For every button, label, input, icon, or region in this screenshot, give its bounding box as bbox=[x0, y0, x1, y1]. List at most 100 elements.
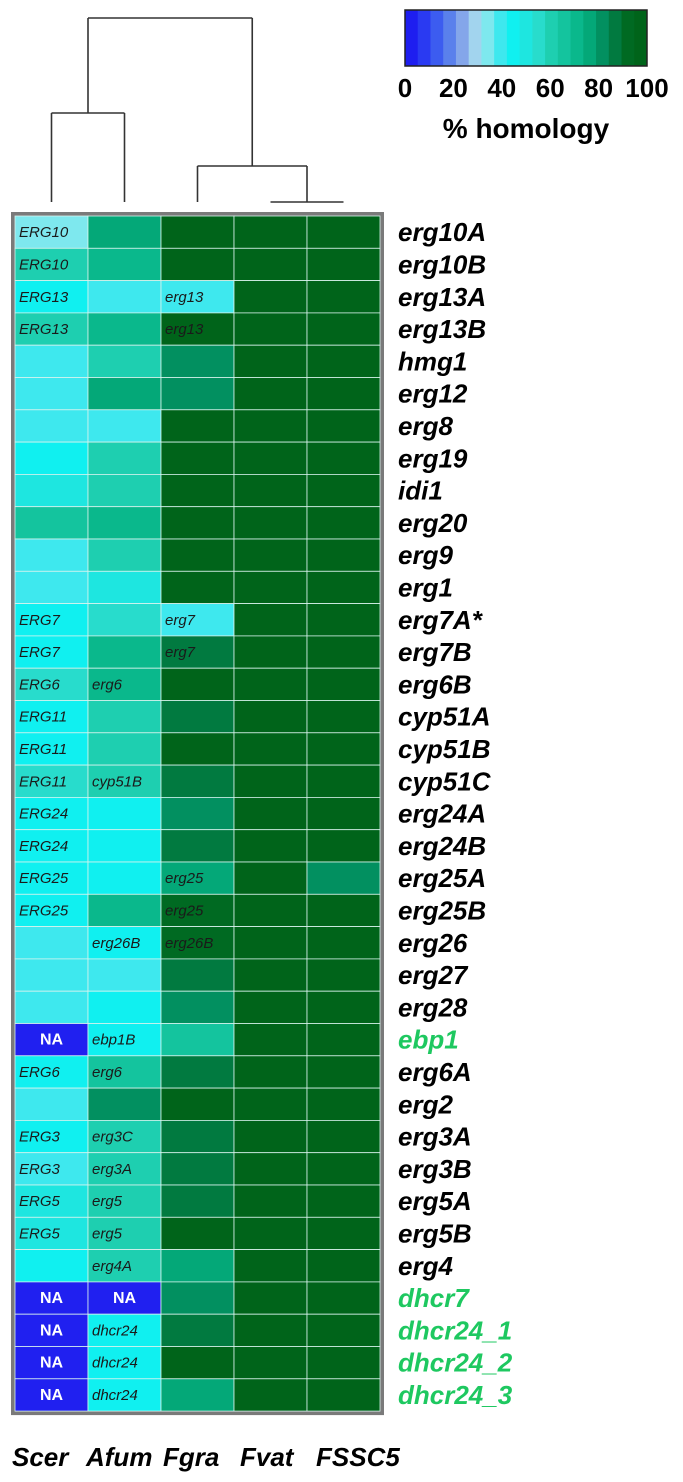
heatmap-cell bbox=[14, 344, 89, 378]
cell-label: cyp51B bbox=[92, 773, 142, 790]
row-label: erg24A bbox=[398, 799, 486, 829]
heatmap-cell bbox=[87, 667, 162, 701]
heatmap-cell bbox=[233, 1249, 308, 1283]
heatmap-cell bbox=[233, 473, 308, 508]
heatmap-cell bbox=[233, 377, 308, 411]
heatmap-cell bbox=[306, 603, 381, 637]
heatmap-cell bbox=[306, 538, 381, 572]
heatmap-cell bbox=[160, 1249, 235, 1283]
heatmap-cell bbox=[160, 1184, 235, 1218]
heatmap-cell bbox=[306, 893, 381, 927]
heatmap-cell bbox=[306, 506, 381, 540]
column-labels: Scer Afum Fgra Fvat FSSC5 bbox=[12, 1442, 400, 1472]
row-label: erg10B bbox=[398, 249, 486, 279]
cell-label: NA bbox=[113, 1290, 137, 1307]
heatmap-cell bbox=[306, 312, 381, 346]
heatmap-cell bbox=[233, 603, 308, 637]
heatmap-cell bbox=[14, 473, 89, 508]
row-label: erg13B bbox=[398, 314, 486, 344]
heatmap-cell bbox=[87, 538, 162, 572]
cell-label: ERG24 bbox=[19, 806, 68, 823]
cell-label: ERG7 bbox=[19, 612, 61, 629]
heatmap-cell bbox=[306, 344, 381, 378]
heatmap-cell bbox=[233, 861, 308, 895]
row-label: erg2 bbox=[398, 1089, 453, 1119]
cell-label: NA bbox=[40, 1322, 64, 1339]
row-label: erg8 bbox=[398, 411, 453, 441]
cell-label: dhcr24 bbox=[92, 1322, 138, 1339]
heatmap-cell bbox=[306, 797, 381, 831]
heatmap-cell bbox=[87, 1313, 162, 1347]
heatmap-cell bbox=[160, 667, 235, 701]
heatmap-cell bbox=[233, 215, 308, 249]
heatmap-cell bbox=[160, 1346, 235, 1380]
heatmap-cell bbox=[233, 1378, 308, 1412]
heatmap-cell bbox=[160, 990, 235, 1024]
row-label: erg26 bbox=[398, 928, 468, 958]
heatmap-cell bbox=[87, 280, 162, 314]
heatmap-cell bbox=[14, 635, 89, 669]
heatmap-cell bbox=[160, 1313, 235, 1347]
heatmap-cell bbox=[160, 409, 235, 443]
heatmap-cell bbox=[306, 280, 381, 314]
cell-label: NA bbox=[40, 1032, 64, 1049]
row-label: cyp51C bbox=[398, 766, 492, 796]
legend-swatch bbox=[532, 10, 546, 66]
row-label: erg19 bbox=[398, 443, 468, 473]
legend-swatch bbox=[545, 10, 559, 66]
row-label: erg13A bbox=[398, 282, 486, 312]
legend-tick-label: 0 bbox=[398, 73, 412, 103]
cell-label: dhcr24 bbox=[92, 1355, 138, 1372]
column-dendrogram bbox=[50, 17, 344, 203]
heatmap-cell bbox=[160, 280, 235, 314]
heatmap-cell bbox=[87, 732, 162, 766]
heatmap-cell bbox=[160, 764, 235, 798]
heatmap-cell bbox=[87, 409, 162, 443]
heatmap-cell bbox=[87, 506, 162, 540]
row-label: erg3A bbox=[398, 1122, 472, 1152]
heatmap-cell bbox=[233, 441, 308, 475]
cell-label: ERG3 bbox=[19, 1129, 61, 1146]
cell-label: ERG5 bbox=[19, 1193, 61, 1210]
heatmap-cell bbox=[306, 1281, 381, 1315]
row-label: erg28 bbox=[398, 992, 468, 1022]
legend-swatch bbox=[430, 10, 444, 66]
legend-swatch bbox=[443, 10, 457, 66]
heatmap-cell bbox=[160, 1087, 235, 1121]
heatmap-cell bbox=[160, 344, 235, 378]
heatmap-cell bbox=[160, 958, 235, 992]
row-label: cyp51A bbox=[398, 702, 491, 732]
heatmap-cell bbox=[233, 1346, 308, 1380]
heatmap-cell bbox=[306, 829, 381, 863]
heatmap-cell bbox=[306, 732, 381, 766]
row-label: erg6A bbox=[398, 1057, 472, 1087]
heatmap-cell bbox=[14, 990, 89, 1024]
column-label: Afum bbox=[85, 1442, 152, 1472]
heatmap-cell bbox=[306, 1152, 381, 1186]
heatmap-cell bbox=[306, 409, 381, 443]
legend-swatch bbox=[417, 10, 431, 66]
legend-swatch bbox=[583, 10, 597, 66]
cell-label: ERG5 bbox=[19, 1225, 61, 1242]
heatmap-cell bbox=[306, 667, 381, 701]
heatmap-cell bbox=[87, 1152, 162, 1186]
row-label: erg1 bbox=[398, 572, 453, 602]
cell-label: ERG11 bbox=[19, 741, 67, 758]
heatmap-cell bbox=[306, 1120, 381, 1154]
heatmap-cell bbox=[87, 603, 162, 637]
cell-label: erg13 bbox=[165, 289, 204, 306]
cell-label: erg5 bbox=[92, 1225, 123, 1242]
heatmap-cell bbox=[160, 377, 235, 411]
cell-label: erg3C bbox=[92, 1129, 133, 1146]
heatmap-cell bbox=[87, 247, 162, 282]
heatmap-cell bbox=[306, 700, 381, 734]
heatmap-cell bbox=[87, 1216, 162, 1251]
heatmap-cell bbox=[87, 441, 162, 475]
heatmap-cell bbox=[233, 247, 308, 282]
heatmap-cell bbox=[233, 538, 308, 572]
legend-border bbox=[404, 9, 648, 67]
row-label: erg10A bbox=[398, 217, 486, 247]
heatmap-cell bbox=[160, 1023, 235, 1057]
heatmap-cell bbox=[160, 1216, 235, 1251]
heatmap-cell bbox=[14, 1120, 89, 1154]
